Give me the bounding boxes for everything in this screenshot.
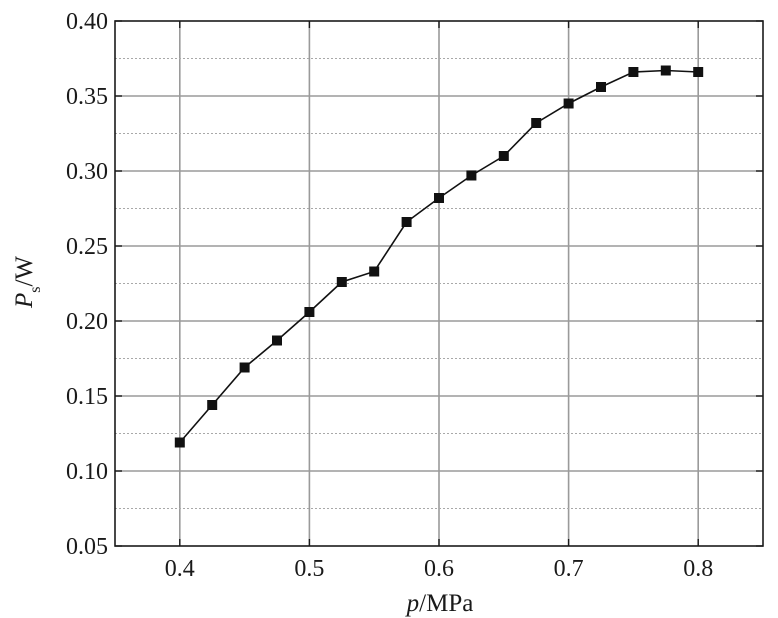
y-tick-label: 0.20 <box>66 309 108 335</box>
y-axis-label-unit: /W <box>11 256 38 287</box>
data-point <box>272 335 282 346</box>
data-point <box>660 65 671 76</box>
data-point <box>498 151 509 161</box>
x-tick-labels: 0.4 0.5 0.6 0.7 0.8 <box>165 556 713 582</box>
y-tick-label: 0.15 <box>66 384 108 410</box>
x-axis-label-symbol: p <box>405 590 420 617</box>
data-point <box>336 277 347 287</box>
x-axis-label-unit: /MPa <box>419 590 473 617</box>
data-point <box>401 217 412 227</box>
data-point <box>369 266 380 277</box>
y-tick-label: 0.35 <box>66 84 108 110</box>
x-tick-label: 0.7 <box>554 556 584 582</box>
data-point <box>207 400 218 410</box>
data-point <box>693 67 704 77</box>
x-axis-label: p/MPa <box>405 590 474 617</box>
data-point <box>174 437 185 448</box>
data-point <box>563 98 574 109</box>
data-point <box>434 193 444 203</box>
x-tick-label: 0.4 <box>165 556 195 582</box>
y-tick-label: 0.25 <box>66 234 108 260</box>
y-tick-label: 0.10 <box>66 459 108 485</box>
y-axis-label-subscript: s <box>27 287 44 293</box>
data-point <box>239 362 250 373</box>
x-tick-label: 0.6 <box>424 556 454 582</box>
y-axis-label: Ps/W <box>11 256 44 309</box>
data-point <box>531 118 542 128</box>
y-tick-label: 0.05 <box>66 534 108 560</box>
x-tick-label: 0.5 <box>294 556 324 582</box>
y-axis-label-symbol: P <box>11 293 38 309</box>
y-tick-labels: 0.05 0.10 0.15 0.20 0.25 0.30 0.35 0.40 <box>66 9 108 560</box>
data-point <box>628 67 639 77</box>
data-point <box>466 170 477 181</box>
series <box>174 65 704 448</box>
y-tick-label: 0.40 <box>66 9 108 35</box>
data-point <box>596 82 606 92</box>
data-point <box>304 307 315 317</box>
grid <box>115 21 763 546</box>
y-tick-label: 0.30 <box>66 159 108 185</box>
x-tick-label: 0.8 <box>683 556 713 582</box>
ticks <box>115 20 763 547</box>
